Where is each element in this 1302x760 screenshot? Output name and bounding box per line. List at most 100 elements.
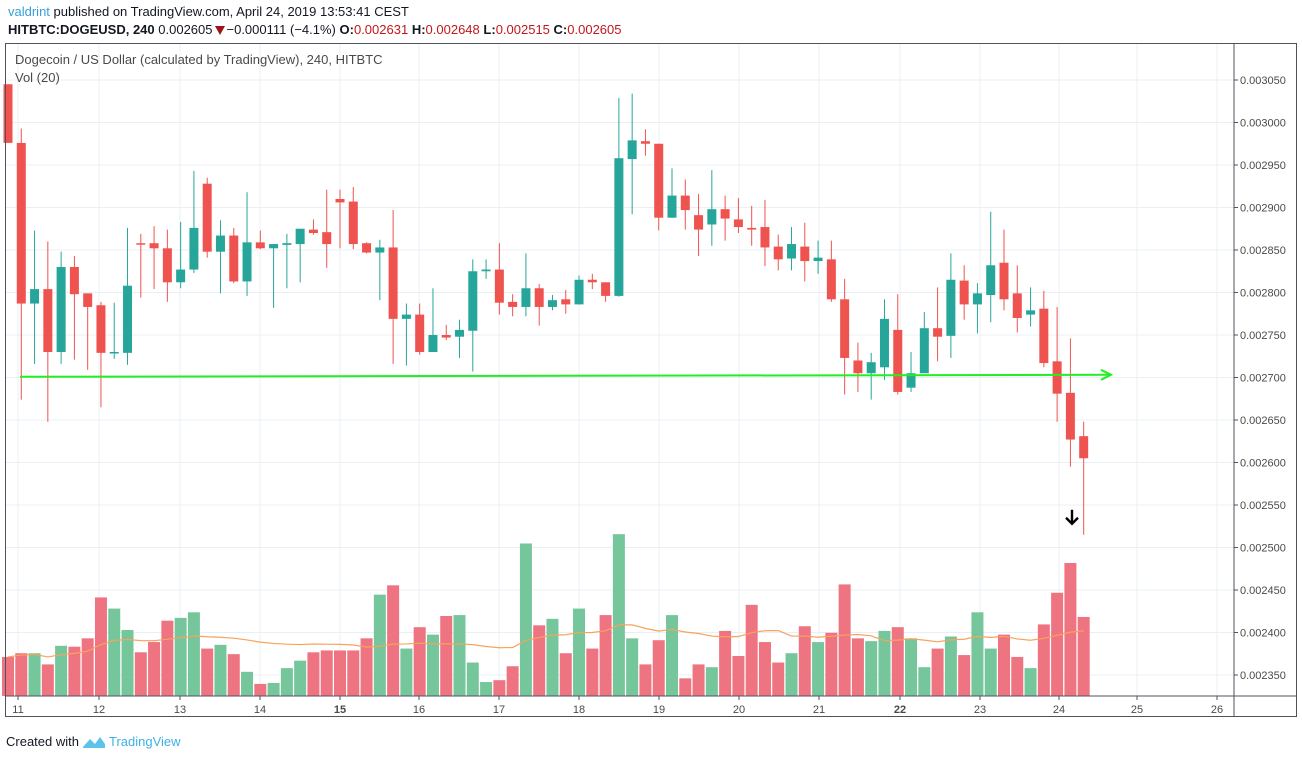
candles <box>3 84 1089 535</box>
volume-bar <box>294 660 307 696</box>
tradingview-brand-link[interactable]: TradingView <box>108 734 181 749</box>
candle <box>694 193 704 256</box>
x-tick-label: 18 <box>573 704 585 716</box>
tradingview-logo-icon <box>82 736 105 748</box>
volume-bar <box>652 640 665 696</box>
candle <box>534 284 544 326</box>
x-tick-label: 22 <box>894 704 906 716</box>
volume-bar <box>891 627 904 696</box>
volume-bar <box>1024 668 1037 696</box>
candle-body <box>69 267 79 295</box>
volume-bar <box>493 680 506 696</box>
volume-bar <box>1064 563 1077 696</box>
high-value: 0.002648 <box>425 22 480 37</box>
candle <box>109 302 119 359</box>
candle <box>455 319 465 358</box>
y-tick-label: 0.002350 <box>1240 670 1286 682</box>
volume-legend: Vol (20) <box>15 70 60 85</box>
candle-body <box>826 259 836 300</box>
candle-body <box>162 248 172 283</box>
candle <box>348 187 358 250</box>
volume-bar <box>599 615 612 696</box>
candle-body <box>747 227 757 230</box>
volume-bar <box>480 682 493 696</box>
volume-bar <box>971 612 984 696</box>
volume-bar <box>905 638 918 696</box>
candle-body <box>1039 308 1049 364</box>
candle <box>720 195 730 241</box>
candle-body <box>986 265 996 296</box>
candle-body <box>295 228 305 245</box>
author-link[interactable]: valdrint <box>8 4 50 19</box>
volume-bar <box>758 642 771 696</box>
volume-bar <box>254 683 267 696</box>
candle <box>136 233 146 298</box>
candle <box>667 168 677 218</box>
volume-bar <box>307 652 320 696</box>
chart-legend-title: Dogecoin / US Dollar (calculated by Trad… <box>15 52 383 67</box>
x-tick-label: 26 <box>1211 704 1223 716</box>
volume-bar <box>533 625 546 696</box>
created-with-text: Created with <box>6 734 79 749</box>
volume-bar <box>347 650 360 696</box>
volume-bar <box>705 667 718 696</box>
y-tick-label: 0.002750 <box>1240 330 1286 342</box>
candle-body <box>614 158 624 296</box>
candle-body <box>16 142 26 304</box>
candle <box>627 93 637 215</box>
volume-bar <box>984 648 997 696</box>
candle-body <box>441 335 451 338</box>
x-tick-label: 12 <box>93 704 105 716</box>
candle <box>654 143 664 231</box>
candle <box>601 282 611 302</box>
volume-bar <box>440 616 453 696</box>
candle-body <box>176 269 186 283</box>
candle <box>415 303 425 355</box>
volume-bar <box>360 638 373 696</box>
candle-body <box>43 289 53 352</box>
candle-body <box>680 195 690 211</box>
volume-bar <box>1051 592 1064 696</box>
open-label: O: <box>339 22 354 37</box>
open-value: 0.002631 <box>353 22 409 37</box>
volume-bar <box>68 646 81 696</box>
candle-body <box>229 235 239 282</box>
candle <box>999 229 1009 311</box>
volume-bar <box>679 678 692 696</box>
volume-bar <box>1037 624 1050 696</box>
volume-bar <box>187 612 200 696</box>
candle-body <box>866 362 876 374</box>
y-tick-label: 0.002550 <box>1240 500 1286 512</box>
candle <box>508 294 518 317</box>
candle-body <box>521 288 531 307</box>
candle-body <box>30 289 40 304</box>
candle-body <box>959 280 969 305</box>
volume-bar <box>241 671 254 696</box>
horizontal-trend-line <box>19 373 1111 378</box>
candle <box>428 288 438 352</box>
volume-bar <box>825 632 838 696</box>
candle-body <box>149 243 159 249</box>
candle-body <box>415 314 425 352</box>
candle <box>162 229 172 302</box>
candle <box>282 233 292 289</box>
candle <box>56 251 66 364</box>
volume-bar <box>373 594 386 696</box>
symbol-label: HITBTC:DOGEUSD, 240 <box>8 22 155 37</box>
candle-body <box>879 318 889 368</box>
volume-bar <box>387 585 400 696</box>
candle <box>189 170 199 273</box>
candle <box>946 253 956 358</box>
candle-body <box>601 282 611 296</box>
volume-bar <box>148 642 161 696</box>
candle <box>879 299 889 381</box>
volume-bar <box>838 584 851 696</box>
price-change: −0.000111 (−4.1%) <box>226 22 336 37</box>
high-label: H: <box>411 22 426 37</box>
published-text: published on TradingView.com, April 24, … <box>53 4 409 19</box>
candle-body <box>1052 361 1062 394</box>
candle <box>1039 290 1049 368</box>
candle <box>640 129 650 156</box>
volume-bar <box>719 630 732 696</box>
